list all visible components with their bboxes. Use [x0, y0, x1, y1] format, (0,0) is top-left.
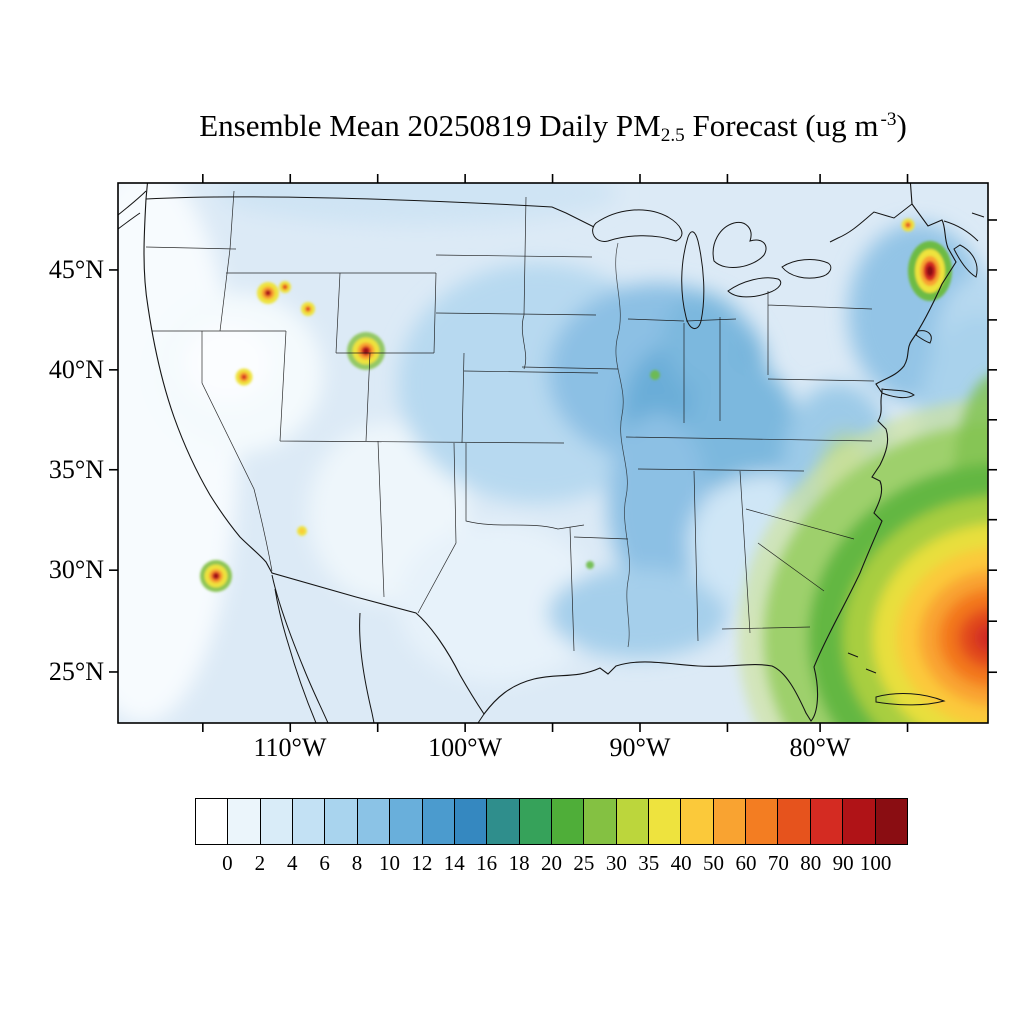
colorbar-cell	[260, 799, 294, 844]
colorbar-label: 100	[859, 851, 892, 875]
colorbar-label: 0	[222, 851, 233, 875]
lat-tick-label: 25°N	[48, 656, 104, 686]
colorbar-label: 30	[605, 851, 627, 875]
map-content	[118, 183, 988, 723]
colorbar-cell	[875, 799, 907, 844]
colorbar-label: 10	[378, 851, 400, 875]
colorbar-cell	[778, 799, 811, 844]
colorbar-label: 18	[508, 851, 530, 875]
chart-title: Ensemble Mean 20250819 Daily PM2.5 Forec…	[118, 108, 988, 147]
lon-tick-label: 100°W	[428, 733, 502, 762]
lat-tick-label: 40°N	[48, 354, 104, 384]
colorbar-label: 25	[573, 851, 595, 875]
lon-tick-label: 90°W	[609, 733, 671, 762]
colorbar-label: 70	[767, 851, 789, 875]
colorbar-cell	[746, 799, 779, 844]
mexico-baja-outline	[271, 574, 485, 723]
colorbar-cell	[196, 799, 229, 844]
colorbar-cell	[616, 799, 650, 844]
colorbar-label: 16	[476, 851, 498, 875]
canada-border	[145, 196, 913, 243]
map-frame	[117, 182, 989, 724]
us-coast-outline	[143, 183, 957, 722]
colorbar-cell	[293, 799, 326, 844]
colorbar-cell	[551, 799, 585, 844]
colorbar-cell	[422, 799, 455, 844]
colorbar-cell	[584, 799, 617, 844]
northeast-coast-details	[881, 212, 985, 399]
longitude-axis: 110°W 100°W 90°W 80°W	[118, 733, 988, 767]
title-prefix: Ensemble Mean 20250819 Daily PM	[199, 108, 661, 143]
colorbar-cell	[454, 799, 488, 844]
colorbar-cell	[390, 799, 423, 844]
colorbar-cell	[843, 799, 876, 844]
colorbar-cell	[519, 799, 552, 844]
latitude-axis: 45°N 40°N 35°N 30°N 25°N	[0, 183, 108, 723]
colorbar-cell	[810, 799, 844, 844]
colorbar-label: 8	[351, 851, 363, 875]
title-superscript: -3	[880, 109, 897, 131]
colorbar-label: 6	[319, 851, 330, 875]
colorbar-label: 40	[670, 851, 692, 875]
state-borders	[145, 190, 875, 652]
mississippi-river	[615, 242, 630, 648]
lon-tick-label: 110°W	[253, 733, 327, 762]
title-middle: Forecast (ug m	[684, 108, 879, 143]
colorbar-label: 50	[703, 851, 725, 875]
great-lakes	[592, 209, 832, 329]
colorbar-label: 4	[286, 851, 298, 875]
geography-outlines	[118, 183, 985, 723]
map-canvas	[109, 174, 997, 732]
colorbar	[195, 798, 908, 845]
caribbean-islands	[847, 652, 946, 706]
colorbar-labels: 0 2 4 6 8 10 12 14 16 18 20 25 30 35 40 50 60 70 80 90 100	[195, 851, 908, 879]
atlantic-plume	[738, 375, 988, 723]
colorbar-cell	[487, 799, 520, 844]
colorbar-label: 80	[800, 851, 822, 875]
colorbar-label: 20	[541, 851, 562, 875]
colorbar-cell	[649, 799, 682, 844]
colorbar-cell	[713, 799, 747, 844]
colorbar-label: 60	[735, 851, 757, 875]
title-suffix: )	[896, 108, 907, 143]
lat-tick-label: 30°N	[48, 555, 104, 585]
pacific-northwest-details	[118, 190, 147, 230]
lat-tick-label: 35°N	[48, 454, 104, 484]
colorbar-cell	[228, 799, 261, 844]
axis-ticks	[109, 174, 997, 732]
lat-tick-label: 45°N	[48, 254, 104, 284]
colorbar-cell	[357, 799, 391, 844]
colorbar-label: 14	[443, 851, 465, 875]
colorbar-label: 2	[254, 851, 266, 875]
colorbar-label: 90	[832, 851, 854, 875]
fire-hotspots	[200, 218, 952, 592]
title-subscript: 2.5	[660, 124, 685, 146]
lon-tick-label: 80°W	[789, 733, 851, 762]
colorbar-cell	[681, 799, 714, 844]
colorbar-label: 12	[411, 851, 433, 875]
colorbar-cell	[325, 799, 358, 844]
colorbar-label: 35	[638, 851, 660, 875]
